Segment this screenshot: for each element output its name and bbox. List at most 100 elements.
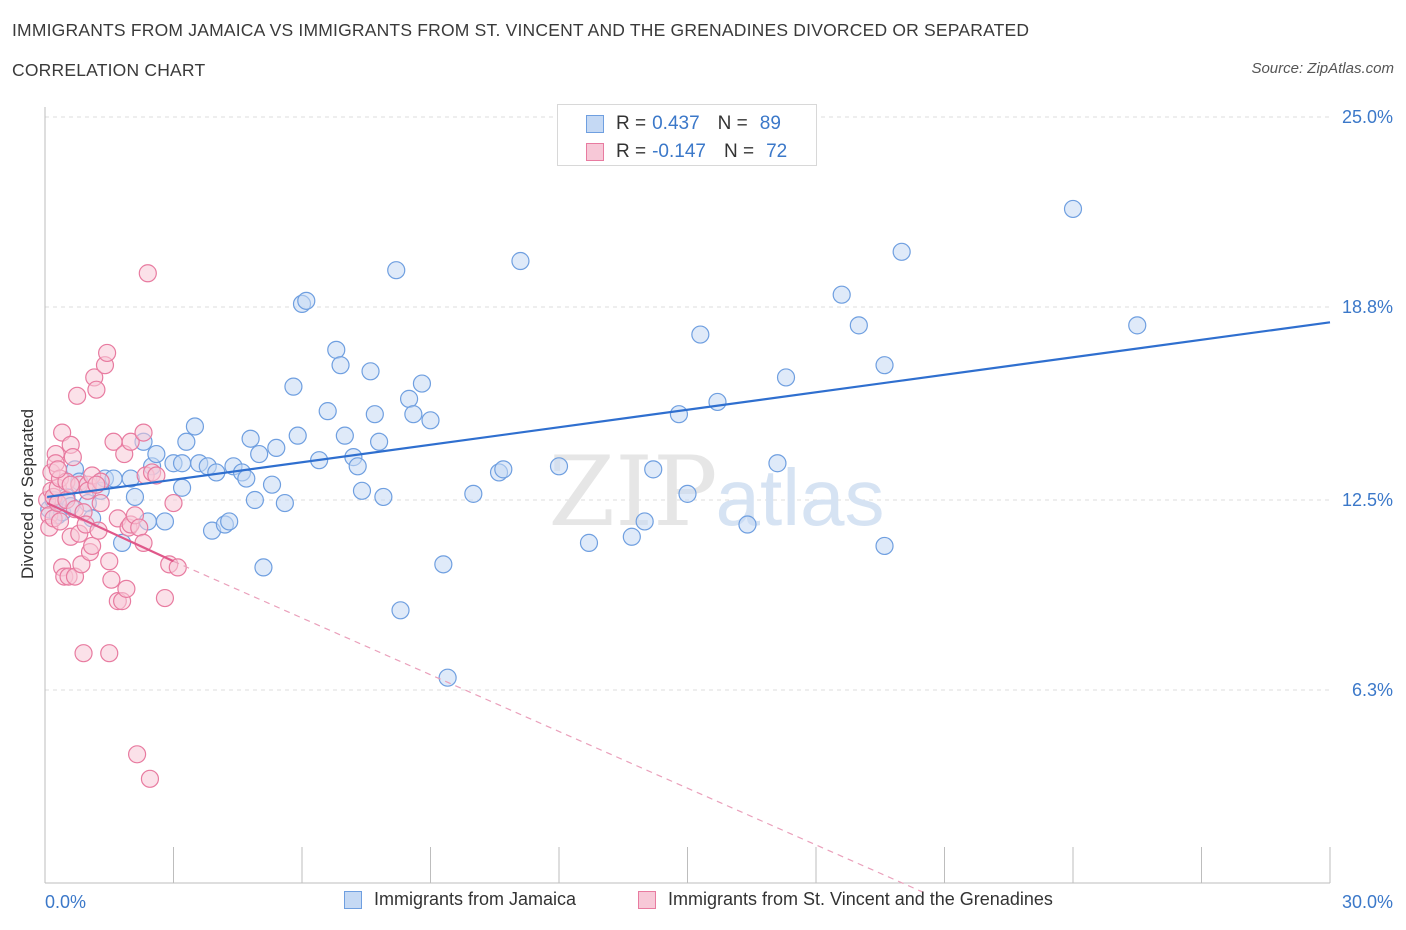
jamaica-point bbox=[434, 555, 453, 574]
svg-point bbox=[100, 644, 119, 663]
jamaica-point bbox=[669, 405, 689, 424]
jamaica-point bbox=[250, 444, 269, 464]
jamaica-point bbox=[494, 460, 513, 479]
svg-point bbox=[61, 475, 80, 494]
svg-trend-line bbox=[46, 502, 174, 563]
jamaica-point bbox=[549, 457, 569, 476]
x-tick-label: 0.0% bbox=[45, 892, 86, 912]
jamaica-point bbox=[387, 261, 406, 280]
svg-point bbox=[121, 432, 140, 451]
svg-point bbox=[68, 386, 87, 405]
y-tick-label: 25.0% bbox=[1342, 107, 1393, 127]
jamaica-point bbox=[849, 316, 868, 335]
jamaica-point bbox=[297, 291, 316, 310]
jamaica-point bbox=[361, 362, 380, 381]
stats-legend: R = 0.437 N = 89 R = -0.147 N = 72 bbox=[557, 104, 817, 166]
legend-n-value: 89 bbox=[759, 113, 781, 134]
jamaica-point bbox=[177, 432, 196, 451]
svg-point bbox=[87, 380, 106, 399]
svg-point bbox=[48, 460, 67, 479]
jamaica-point bbox=[738, 515, 757, 534]
source-label: Source: ZipAtlas.com bbox=[1251, 60, 1394, 77]
jamaica-point bbox=[288, 426, 307, 445]
grid bbox=[45, 116, 1330, 691]
jamaica-point bbox=[579, 533, 599, 552]
jamaica-point bbox=[275, 493, 294, 513]
legend-n-value: 72 bbox=[766, 141, 788, 162]
chart-title: IMMIGRANTS FROM JAMAICA VS IMMIGRANTS FR… bbox=[12, 20, 1030, 40]
svg-point bbox=[134, 533, 153, 552]
jamaica-point bbox=[262, 475, 282, 494]
svg-point bbox=[117, 579, 136, 598]
jamaica-point bbox=[147, 444, 166, 464]
y-tick-label: 6.3% bbox=[1352, 680, 1393, 700]
y-tick-label: 12.5% bbox=[1342, 490, 1393, 510]
jamaica-point bbox=[172, 478, 192, 497]
jamaica-point bbox=[892, 242, 911, 261]
svg-point bbox=[164, 493, 183, 513]
jamaica-point bbox=[511, 251, 530, 271]
jamaica-point bbox=[1128, 316, 1147, 335]
series-swatch-svg bbox=[638, 890, 656, 909]
jamaica-point bbox=[421, 411, 440, 430]
jamaica-point bbox=[245, 490, 264, 510]
watermark: ZIP atlas bbox=[548, 436, 884, 548]
jamaica-point bbox=[352, 481, 372, 500]
trend-lines bbox=[46, 321, 1331, 893]
svg-point bbox=[127, 745, 147, 764]
svg-point bbox=[83, 536, 102, 556]
legend-r-value: 0.437 bbox=[652, 113, 700, 134]
jamaica-point bbox=[365, 405, 384, 424]
legend-r-label: R = bbox=[616, 113, 647, 134]
jamaica-point bbox=[220, 512, 239, 531]
legend-n-label: N = bbox=[723, 141, 755, 162]
jamaica-point bbox=[284, 377, 303, 396]
legend-swatch-jamaica bbox=[586, 115, 604, 133]
x-tick-label: 30.0% bbox=[1342, 892, 1393, 912]
y-axis-label: Divorced or Separated bbox=[18, 409, 37, 579]
jamaica-point bbox=[464, 484, 483, 503]
jamaica-point bbox=[635, 512, 654, 531]
svg-point bbox=[74, 644, 93, 663]
series-legend: Immigrants from Jamaica Immigrants from … bbox=[0, 889, 1406, 915]
series-label-svg: Immigrants from St. Vincent and the Gren… bbox=[668, 889, 1053, 909]
jamaica-point bbox=[241, 429, 260, 448]
series-legend-jamaica[interactable]: Immigrants from Jamaica bbox=[344, 889, 576, 910]
svg-point bbox=[138, 264, 157, 283]
data-points bbox=[38, 199, 1147, 788]
svg-point bbox=[63, 448, 82, 467]
legend-row-jamaica: R = 0.437 N = 89 bbox=[586, 110, 781, 138]
jamaica-point bbox=[125, 487, 145, 507]
legend-row-svg: R = -0.147 N = 72 bbox=[586, 138, 787, 166]
legend-r-value: -0.147 bbox=[652, 141, 706, 162]
jamaica-point bbox=[267, 438, 286, 458]
svg-point bbox=[50, 512, 70, 531]
y-tick-label: 18.8% bbox=[1342, 297, 1393, 317]
series-legend-svg[interactable]: Immigrants from St. Vincent and the Gren… bbox=[638, 889, 1053, 910]
jamaica-point bbox=[327, 340, 346, 359]
jamaica-point bbox=[438, 668, 457, 687]
jamaica-point bbox=[370, 432, 389, 451]
jamaica-point bbox=[678, 484, 697, 503]
legend-swatch-svg bbox=[586, 143, 604, 161]
series-label-jamaica: Immigrants from Jamaica bbox=[374, 889, 577, 909]
jamaica-point bbox=[348, 457, 367, 476]
jamaica-point bbox=[1063, 199, 1083, 219]
chart-subtitle: CORRELATION CHART bbox=[12, 60, 206, 80]
svg-point bbox=[102, 570, 121, 589]
jamaica-point bbox=[374, 487, 393, 507]
tick-labels: 6.3% 12.5% 18.8% 25.0% 0.0% 30.0% bbox=[45, 107, 1393, 912]
jamaica-point bbox=[776, 368, 796, 387]
jamaica-point bbox=[391, 601, 410, 620]
svg-point bbox=[100, 552, 119, 571]
jamaica-point bbox=[318, 402, 337, 421]
svg-trend-extension bbox=[173, 560, 924, 893]
jamaica-point bbox=[254, 558, 273, 577]
svg-point bbox=[134, 423, 153, 442]
jamaica-point bbox=[335, 426, 354, 445]
svg-point bbox=[140, 769, 160, 788]
jamaica-point bbox=[404, 405, 423, 424]
jamaica-point bbox=[708, 392, 727, 412]
legend-n-label: N = bbox=[717, 113, 748, 134]
jamaica-point bbox=[622, 527, 641, 546]
